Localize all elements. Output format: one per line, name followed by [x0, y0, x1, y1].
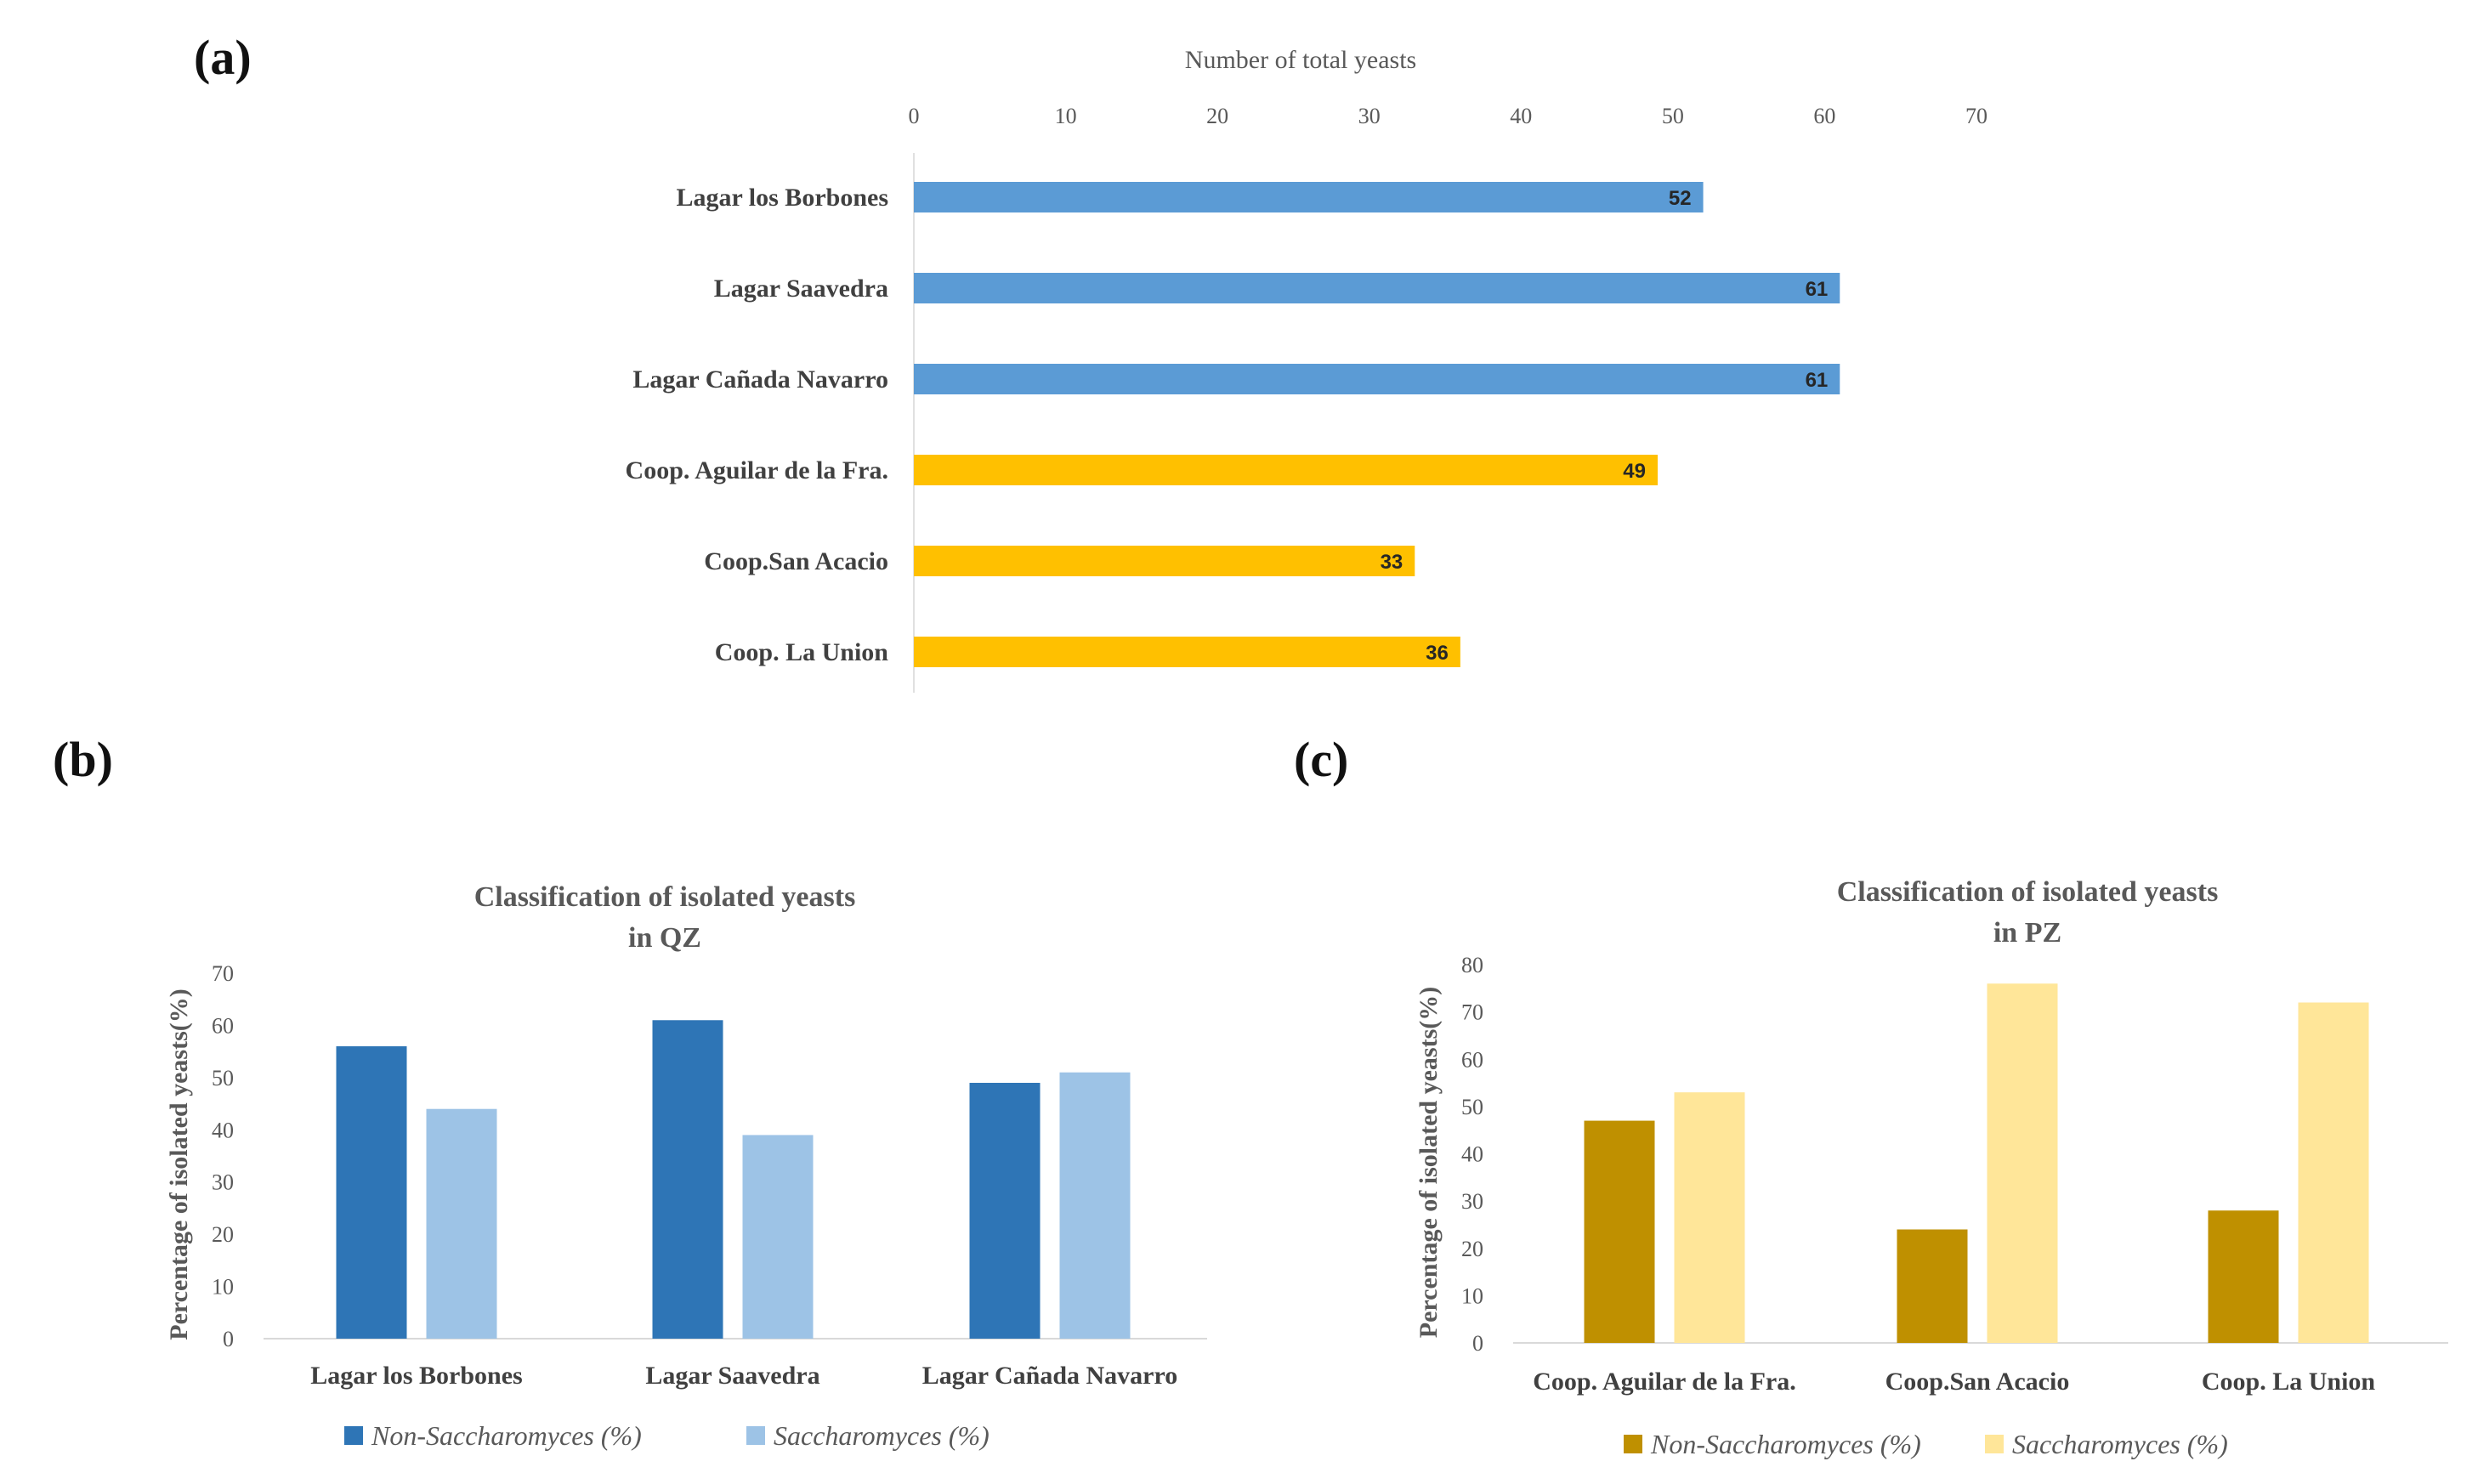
chart-c-bar-0-0 — [1584, 1120, 1655, 1343]
chart-c-title-line-1: in PZ — [1993, 917, 2061, 949]
chart-c-legend-label-1: Saccharomyces (%) — [2012, 1429, 2228, 1459]
chart-a-category-label-2: Lagar Cañada Navarro — [632, 365, 888, 394]
chart-a-data-label-1: 61 — [1806, 278, 1829, 301]
chart-a-title: Number of total yeasts — [1185, 46, 1416, 74]
chart-a-bar-5 — [914, 637, 1460, 667]
chart-a-category-label-4: Coop.San Acacio — [704, 547, 888, 575]
chart-a-data-label-5: 36 — [1426, 642, 1449, 665]
chart-b-category-label-0: Lagar los Borbones — [310, 1362, 522, 1390]
chart-c-y-tick-1: 10 — [1461, 1283, 1483, 1308]
chart-c-y-tick-0: 0 — [1472, 1331, 1483, 1356]
chart-c-category-label-1: Coop.San Acacio — [1885, 1368, 2070, 1396]
chart-b-y-tick-6: 60 — [212, 1013, 234, 1038]
chart-c-bar-1-1 — [1987, 983, 2058, 1343]
chart-a-x-tick-0: 0 — [909, 104, 920, 128]
chart-c-legend-swatch-0 — [1624, 1435, 1642, 1453]
chart-b-y-tick-2: 20 — [212, 1222, 234, 1247]
panel-label-a: (a) — [194, 30, 252, 85]
chart-c-y-tick-4: 40 — [1461, 1142, 1483, 1167]
chart-a-bar-2 — [914, 364, 1840, 394]
chart-a-bar-4 — [914, 546, 1415, 576]
chart-a-x-tick-6: 60 — [1813, 104, 1835, 128]
chart-c-category-label-2: Coop. La Union — [2202, 1368, 2376, 1396]
chart-b-y-tick-5: 50 — [212, 1066, 234, 1090]
chart-a-data-label-0: 52 — [1669, 187, 1692, 210]
chart-c-bar-1-0 — [1897, 1229, 1968, 1343]
chart-a-x-tick-2: 20 — [1206, 104, 1228, 128]
chart-c-bar-0-1 — [1674, 1092, 1745, 1343]
chart-b-category-label-1: Lagar Saavedra — [645, 1362, 819, 1390]
chart-a-x-tick-5: 50 — [1662, 104, 1684, 128]
chart-a-category-label-5: Coop. La Union — [715, 638, 889, 666]
chart-a-x-tick-4: 40 — [1510, 104, 1532, 128]
chart-b-y-tick-3: 30 — [212, 1170, 234, 1195]
chart-b-bar-2-0 — [969, 1083, 1041, 1339]
chart-c-y-tick-6: 60 — [1461, 1047, 1483, 1072]
chart-c-title-line-0: Classification of isolated yeasts — [1837, 876, 2219, 908]
chart-a-x-tick-1: 10 — [1055, 104, 1077, 128]
chart-c-legend-swatch-1 — [1985, 1435, 2004, 1453]
chart-b-y-tick-7: 70 — [212, 961, 234, 986]
chart-b-bar-1-0 — [652, 1020, 723, 1339]
chart-b-legend-swatch-0 — [344, 1426, 363, 1445]
chart-a-bar-0 — [914, 182, 1704, 212]
chart-c-legend-label-0: Non-Saccharomyces (%) — [1650, 1429, 1921, 1459]
panel-label-b: (b) — [53, 732, 113, 787]
chart-a-data-label-4: 33 — [1381, 551, 1403, 574]
chart-a-data-label-2: 61 — [1806, 369, 1829, 392]
chart-a-x-tick-7: 70 — [1965, 104, 1988, 128]
chart-b-title-line-0: Classification of isolated yeasts — [474, 881, 856, 913]
chart-a-category-label-1: Lagar Saavedra — [714, 275, 888, 303]
chart-b-y-tick-1: 10 — [212, 1275, 234, 1300]
chart-b-bar-2-1 — [1059, 1072, 1131, 1339]
chart-b-legend-label-1: Saccharomyces (%) — [774, 1420, 989, 1451]
chart-b-y-tick-4: 40 — [212, 1118, 234, 1142]
chart-c-bar-2-0 — [2208, 1210, 2279, 1343]
chart-c-y-tick-2: 20 — [1461, 1237, 1483, 1261]
chart-c-category-label-0: Coop. Aguilar de la Fra. — [1533, 1368, 1795, 1396]
chart-a-x-tick-3: 30 — [1358, 104, 1381, 128]
chart-a-category-label-0: Lagar los Borbones — [677, 184, 888, 212]
chart-c-y-tick-3: 30 — [1461, 1189, 1483, 1214]
chart-c-y-tick-7: 70 — [1461, 1000, 1483, 1025]
chart-c-y-tick-8: 80 — [1461, 953, 1483, 977]
chart-a-bar-3 — [914, 455, 1658, 485]
chart-b-bar-1-1 — [742, 1135, 814, 1339]
chart-c-y-tick-5: 50 — [1461, 1095, 1483, 1119]
chart-b-legend-label-0: Non-Saccharomyces (%) — [371, 1420, 642, 1451]
chart-b-y-tick-0: 0 — [223, 1327, 234, 1351]
chart-b-bar-0-0 — [336, 1046, 407, 1339]
chart-c-y-axis-label: Percentage of isolated yeasts(%) — [1415, 987, 1443, 1339]
chart-b-y-axis-label: Percentage of isolated yeasts(%) — [165, 988, 193, 1340]
chart-a-data-label-3: 49 — [1623, 460, 1646, 483]
chart-c-bar-2-1 — [2298, 1002, 2369, 1343]
chart-a-category-label-3: Coop. Aguilar de la Fra. — [626, 456, 888, 484]
panel-label-c: (c) — [1294, 732, 1349, 787]
chart-b-bar-0-1 — [426, 1108, 497, 1339]
chart-b-category-label-2: Lagar Cañada Navarro — [922, 1362, 1178, 1390]
chart-a-bar-1 — [914, 273, 1840, 303]
chart-b-legend-swatch-1 — [746, 1426, 765, 1445]
chart-b-title-line-1: in QZ — [628, 922, 701, 954]
